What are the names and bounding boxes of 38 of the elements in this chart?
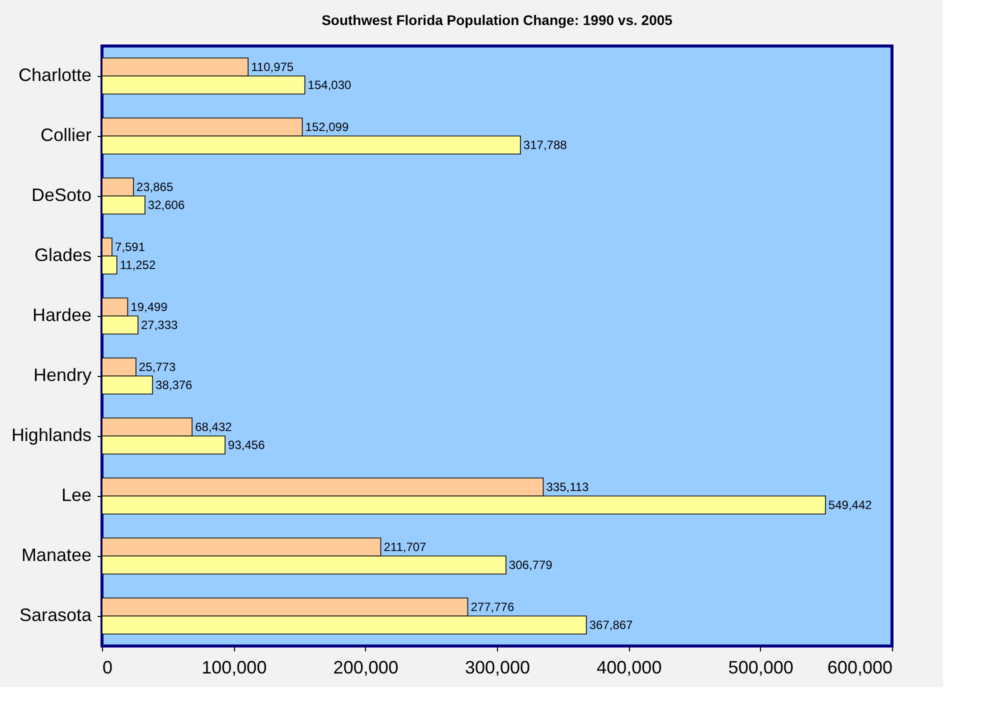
data-label: 19,499 [130, 300, 168, 314]
x-tick-label: 100,000 [202, 658, 267, 678]
data-label: 306,779 [508, 558, 553, 572]
y-tick-label: Charlotte [18, 65, 92, 85]
y-tick-label: Hendry [33, 365, 92, 385]
y-tick-label: Collier [40, 125, 92, 145]
x-tick-label: 200,000 [333, 658, 398, 678]
y-tick-label: Glades [34, 245, 92, 265]
x-tick-label: 0 [102, 658, 113, 678]
x-tick-label: 300,000 [464, 658, 530, 678]
data-label: 317,788 [523, 138, 568, 152]
data-label: 25,773 [138, 360, 176, 374]
data-label: 211,707 [384, 540, 427, 554]
data-label: 38,376 [156, 378, 193, 392]
chart-title: Southwest Florida Population Change: 1990 vs. 2005 [322, 12, 673, 28]
x-tick-label: 400,000 [596, 658, 662, 678]
data-label: 93,456 [228, 438, 266, 452]
data-label: 68,432 [195, 420, 232, 434]
data-label: 152,099 [305, 120, 349, 134]
y-tick-label: Manatee [21, 545, 92, 565]
x-tick-label: 500,000 [728, 658, 794, 678]
data-label: 27,333 [140, 318, 178, 332]
y-tick-label: Hardee [32, 305, 92, 325]
data-label: 367,867 [589, 618, 634, 632]
data-label: 154,030 [308, 78, 352, 92]
data-label: 549,442 [828, 498, 872, 512]
y-tick-label: DeSoto [31, 185, 92, 205]
x-tick-label: 600,000 [827, 658, 892, 678]
data-label: 32,606 [148, 198, 185, 212]
y-tick-label: Highlands [11, 425, 92, 445]
data-label: 11,252 [120, 258, 156, 272]
y-tick-label: Lee [61, 485, 92, 505]
data-label: 7,591 [114, 240, 146, 254]
data-label: 277,776 [470, 600, 514, 614]
y-tick-label: Sarasota [19, 605, 92, 625]
data-label: 110,975 [251, 60, 294, 74]
data-label: 335,113 [546, 480, 590, 494]
data-label: 23,865 [136, 180, 174, 194]
